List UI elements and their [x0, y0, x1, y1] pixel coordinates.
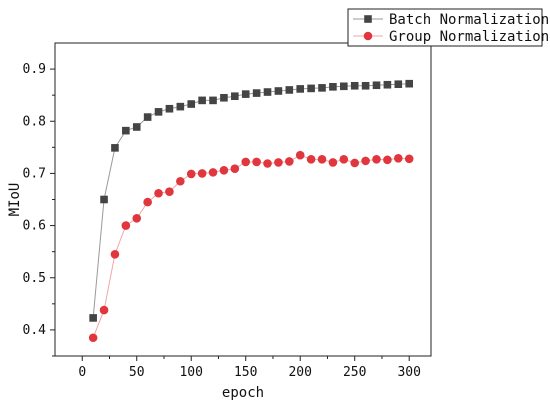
group-normalization-point	[372, 155, 381, 164]
y-tick-label: 0.7	[23, 166, 46, 181]
batch-normalization-legend-marker	[364, 15, 372, 23]
x-tick-label: 100	[179, 365, 202, 380]
batch-normalization-point	[111, 144, 119, 152]
batch-normalization-point	[89, 314, 97, 322]
x-axis-label: epoch	[222, 385, 264, 401]
group-normalization-point	[252, 157, 261, 167]
group-normalization-point	[383, 155, 392, 165]
group-normalization-point	[230, 164, 240, 174]
batch-normalization-point	[165, 104, 174, 113]
y-tick-label: 0.8	[23, 114, 46, 129]
group-normalization-point	[219, 165, 229, 175]
batch-normalization-point	[307, 84, 315, 93]
group-normalization-point	[328, 158, 338, 167]
y-tick-label: 0.6	[23, 219, 46, 234]
group-normalization-point	[197, 169, 207, 178]
batch-normalization-point	[372, 81, 381, 90]
plot-frame	[54, 42, 432, 357]
batch-normalization-point	[132, 123, 141, 131]
group-normalization-point	[176, 176, 185, 186]
x-tick-label: 0	[78, 365, 86, 380]
group-normalization-point	[110, 249, 120, 259]
batch-normalization-point	[405, 79, 414, 88]
group-normalization-point	[404, 154, 414, 164]
batch-normalization-point	[350, 81, 359, 90]
batch-normalization-point	[394, 80, 403, 89]
batch-normalization-point	[296, 85, 305, 93]
group-normalization-point	[121, 221, 131, 230]
y-tick-label: 0.4	[23, 323, 47, 338]
batch-normalization-point	[198, 96, 206, 105]
group-normalization-point	[165, 187, 174, 196]
group-normalization-legend-marker	[363, 31, 373, 41]
group-normalization-point	[317, 155, 327, 164]
batch-normalization-line	[92, 83, 410, 318]
batch-normalization-point	[143, 113, 152, 121]
batch-normalization-point	[122, 126, 130, 135]
batch-normalization-point	[241, 90, 250, 98]
group-normalization-point	[88, 333, 98, 343]
batch-normalization-point	[263, 88, 272, 96]
batch-normalization-legend-label: Batch Normalization	[389, 12, 549, 28]
group-normalization-point	[274, 158, 283, 167]
batch-normalization-point	[187, 100, 196, 108]
batch-normalization-point	[318, 84, 326, 92]
batch-normalization-point	[176, 102, 185, 111]
batch-normalization-point	[285, 86, 294, 94]
y-tick-label: 0.5	[23, 271, 46, 286]
batch-normalization-point	[252, 89, 261, 97]
y-tick-label: 0.9	[23, 62, 46, 77]
batch-normalization-point	[329, 83, 337, 91]
group-normalization-point	[99, 305, 109, 315]
group-normalization-point	[339, 155, 349, 164]
batch-normalization-point	[383, 80, 392, 89]
axes-layer: 0.4 0.5 0.6 0.7 0.8 0.9 0 50 100 150 200 250 300 epoc…	[7, 42, 432, 401]
x-tick-label: 250	[343, 365, 366, 380]
batch-normalization-point	[274, 87, 283, 95]
group-normalization-legend-label: Group Normalization	[389, 29, 549, 45]
group-normalization-point	[285, 157, 294, 166]
x-tick-label: 300	[397, 365, 420, 380]
batch-normalization-point	[100, 195, 108, 204]
batch-normalization-point	[340, 82, 348, 91]
group-normalization-point	[154, 188, 163, 198]
group-normalization-point	[132, 213, 142, 223]
group-normalization-point	[306, 155, 316, 164]
group-normalization-point	[241, 157, 251, 167]
legend-box	[347, 8, 543, 47]
y-axis-label: MIoU	[7, 183, 23, 217]
group-normalization-point	[186, 169, 196, 179]
x-tick-label: 200	[288, 365, 311, 380]
batch-normalization-point	[361, 81, 370, 90]
group-normalization-point	[143, 197, 152, 207]
group-normalization-line	[92, 154, 410, 338]
batch-normalization-point	[154, 108, 163, 116]
group-normalization-point	[394, 153, 403, 163]
group-normalization-point	[350, 158, 360, 168]
x-tick-label: 150	[234, 365, 257, 380]
x-tick-label: 50	[129, 365, 145, 380]
group-normalization-point	[361, 156, 370, 166]
group-normalization-point	[295, 150, 305, 160]
batch-normalization-point	[231, 92, 239, 101]
group-normalization-point	[263, 159, 272, 168]
batch-normalization-point	[209, 96, 217, 105]
group-normalization-point	[208, 168, 218, 177]
plot-layer	[88, 79, 414, 343]
batch-normalization-point	[220, 93, 228, 102]
